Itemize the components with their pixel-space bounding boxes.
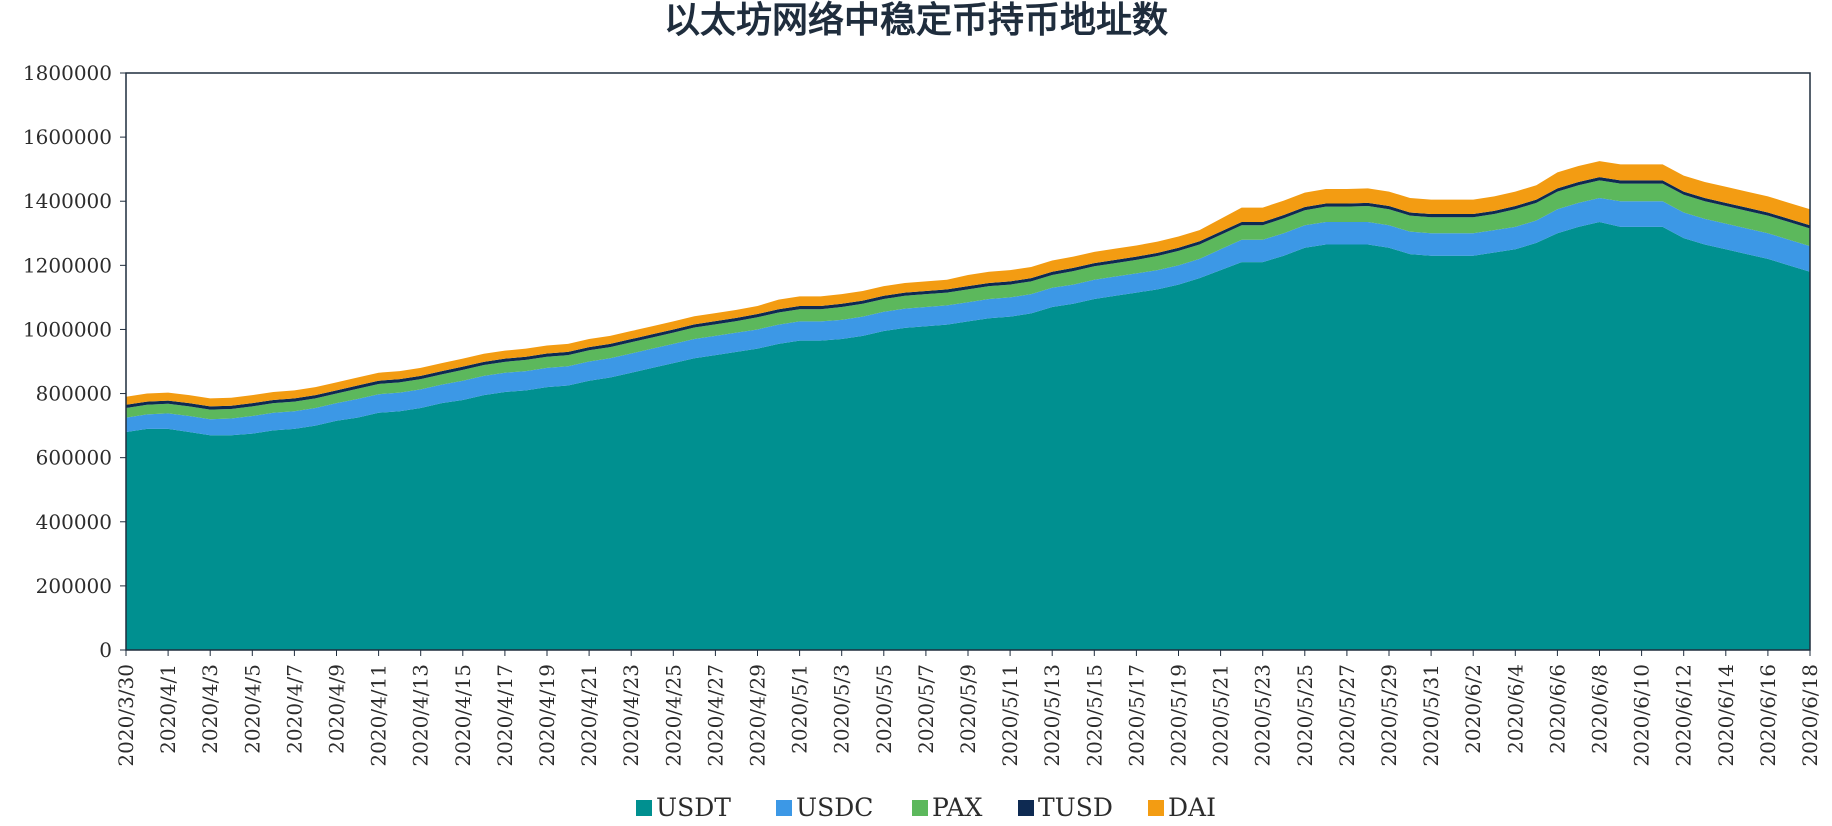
- legend: USDT USDC PAX TUSD DAI: [636, 793, 1216, 822]
- y-tick-label: 1600000: [23, 125, 112, 149]
- x-tick-label: 2020/4/1: [156, 664, 180, 754]
- x-tick-label: 2020/5/3: [830, 664, 854, 754]
- area-pax: [126, 180, 1810, 420]
- x-tick-label: 2020/4/23: [619, 664, 643, 767]
- y-tick-label: 1200000: [23, 253, 112, 277]
- area-dai: [126, 161, 1810, 407]
- x-tick-label: 2020/5/27: [1335, 664, 1359, 767]
- series-areas: [126, 161, 1810, 650]
- y-tick-label: 200000: [36, 574, 112, 598]
- x-tick-label: 2020/4/7: [282, 664, 306, 754]
- x-tick-label: 2020/5/11: [998, 664, 1022, 767]
- x-tick-label: 2020/6/6: [1545, 664, 1569, 754]
- y-tick-label: 800000: [36, 382, 112, 406]
- x-tick-label: 2020/4/29: [746, 664, 770, 767]
- x-tick-label: 2020/6/16: [1756, 664, 1780, 767]
- x-tick-label: 2020/4/25: [661, 664, 685, 767]
- legend-swatch-tusd: [1018, 800, 1034, 816]
- x-tick-label: 2020/4/9: [325, 664, 349, 754]
- x-tick-label: 2020/5/31: [1419, 664, 1443, 767]
- x-tick-label: 2020/5/25: [1293, 664, 1317, 767]
- x-tick-label: 2020/5/1: [788, 664, 812, 754]
- legend-swatch-dai: [1148, 800, 1164, 816]
- legend-label-tusd: TUSD: [1038, 793, 1113, 822]
- legend-label-usdc: USDC: [796, 793, 873, 822]
- x-tick-label: 2020/4/5: [240, 664, 264, 754]
- x-tick-label: 2020/5/29: [1377, 664, 1401, 767]
- x-tick-label: 2020/4/15: [451, 664, 475, 767]
- x-tick-label: 2020/4/19: [535, 664, 559, 767]
- x-tick-label: 2020/5/15: [1082, 664, 1106, 767]
- legend-swatch-pax: [912, 800, 928, 816]
- y-axis: 0 200000 400000 600000 800000 1000000 1200000 1…: [23, 61, 126, 662]
- y-tick-label: 1800000: [23, 61, 112, 85]
- legend-swatch-usdt: [636, 800, 652, 816]
- x-tick-label: 2020/4/3: [198, 664, 222, 754]
- y-tick-label: 1000000: [23, 317, 112, 341]
- x-tick-label: 2020/5/21: [1209, 664, 1233, 767]
- area-usdc: [126, 198, 1810, 436]
- x-tick-label: 2020/4/11: [367, 664, 391, 767]
- y-tick-label: 1400000: [23, 189, 112, 213]
- x-tick-label: 2020/3/30: [114, 664, 138, 767]
- y-tick-label: 600000: [36, 446, 112, 470]
- legend-label-dai: DAI: [1168, 793, 1216, 822]
- x-tick-label: 2020/5/17: [1124, 664, 1148, 767]
- x-tick-label: 2020/4/17: [493, 664, 517, 767]
- legend-swatch-usdc: [776, 800, 792, 816]
- x-tick-label: 2020/4/21: [577, 664, 601, 767]
- x-tick-label: 2020/6/2: [1461, 664, 1485, 754]
- y-tick-label: 400000: [36, 510, 112, 534]
- y-tick-label: 0: [99, 638, 112, 662]
- x-tick-label: 2020/6/10: [1630, 664, 1654, 767]
- x-tick-label: 2020/4/27: [703, 664, 727, 767]
- x-tick-label: 2020/5/7: [914, 664, 938, 754]
- x-tick-label: 2020/6/12: [1672, 664, 1696, 767]
- x-tick-label: 2020/5/19: [1167, 664, 1191, 767]
- x-tick-label: 2020/5/9: [956, 664, 980, 754]
- area-usdt: [126, 222, 1810, 650]
- legend-label-pax: PAX: [932, 793, 983, 822]
- x-tick-label: 2020/5/5: [872, 664, 896, 754]
- chart-title: 以太坊网络中稳定币持币地址数: [663, 0, 1168, 41]
- x-tick-label: 2020/5/13: [1040, 664, 1064, 767]
- x-tick-label: 2020/4/13: [409, 664, 433, 767]
- legend-label-usdt: USDT: [656, 793, 731, 822]
- x-tick-label: 2020/6/18: [1798, 664, 1822, 767]
- x-axis: 2020/3/30 2020/4/1 2020/4/3 2020/4/5 2020/4/…: [114, 650, 1822, 767]
- x-tick-label: 2020/6/8: [1588, 664, 1612, 754]
- x-tick-label: 2020/5/23: [1251, 664, 1275, 767]
- x-tick-label: 2020/6/4: [1503, 664, 1527, 754]
- x-tick-label: 2020/6/14: [1714, 664, 1738, 767]
